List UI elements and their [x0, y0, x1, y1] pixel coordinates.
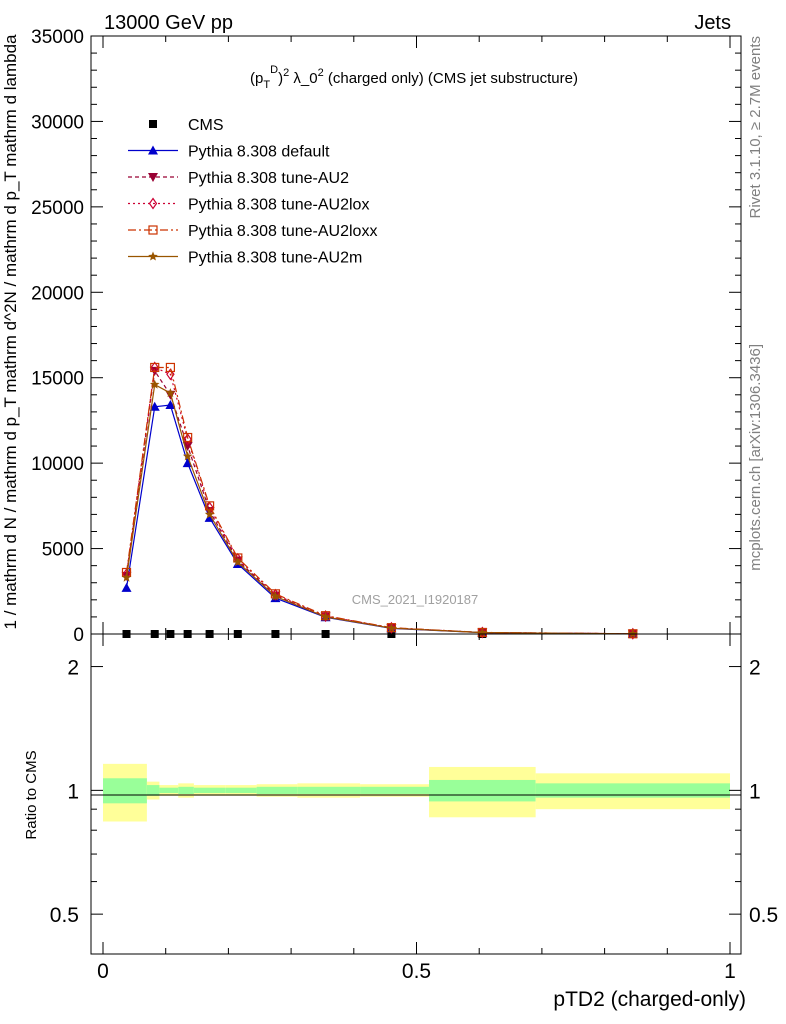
legend-marker [148, 197, 158, 210]
series-point-4 [165, 362, 176, 373]
ratio-y-axis-label: Ratio to CMS [23, 750, 40, 839]
main-y-tick-label: 25000 [31, 198, 84, 219]
ratio-stat-band [225, 787, 257, 794]
series-point-5 [320, 611, 331, 621]
series-point-3 [183, 433, 192, 446]
ratio-stat-band [429, 779, 536, 802]
ratio-y-tick-label-right: 1 [749, 780, 761, 803]
legend-marker [149, 120, 157, 128]
legend-marker [148, 251, 158, 261]
series-point-5 [270, 591, 281, 601]
ratio-ticks: 0.5 0.5 1 1 2 2 0 0.5 1 [50, 634, 778, 983]
legend-label: Pythia 8.308 tune-AU2lox [188, 197, 369, 214]
plot-title: (pTD)2 λ_02 (charged only) (CMS jet subs… [250, 64, 578, 91]
main-y-tick-label: 20000 [31, 283, 84, 304]
ratio-panel-frame [90, 633, 742, 955]
ratio-stat-band [159, 787, 179, 794]
ratio-stat-band [535, 783, 730, 798]
header-left: 13000 GeV pp [104, 12, 233, 34]
series-point-4 [183, 432, 193, 443]
ratio-panel: 0.5 0.5 1 1 2 2 0 0.5 1 Ratio to CMS pTD2 (charg… [23, 633, 778, 1011]
legend-label: Pythia 8.308 tune-AU2loxx [188, 223, 377, 240]
ratio-y-tick-label: 2 [67, 657, 79, 680]
main-y-tick-label: 5000 [42, 540, 84, 561]
ratio-stat-band [103, 778, 147, 804]
x-tick-label: 0 [97, 960, 109, 983]
series-point-4 [150, 362, 160, 373]
legend: CMS Pythia 8.308 default Pythia 8.308 tune… [128, 117, 377, 267]
ratio-y-tick-label-right: 2 [749, 657, 761, 680]
ratio-stat-band [297, 786, 361, 794]
legend-marker [148, 145, 158, 155]
legend-label: Pythia 8.308 tune-AU2 [188, 170, 349, 187]
x-axis-label: pTD2 (charged-only) [553, 988, 746, 1011]
series-point-5 [165, 388, 176, 398]
header-right: Jets [694, 12, 731, 34]
legend-label: CMS [188, 117, 224, 134]
ratio-uncertainty-bands [103, 763, 730, 822]
legend-marker [148, 225, 158, 235]
watermark: CMS_2021_I1920187 [352, 592, 479, 607]
main-y-axis-label: 1 / mathrm d N / mathrm d p_T mathrm d^2… [1, 34, 20, 630]
series-point-1 [121, 582, 132, 592]
ratio-stat-band [256, 786, 298, 794]
legend-label: Pythia 8.308 tune-AU2m [188, 250, 362, 267]
x-tick-label: 1 [724, 960, 736, 983]
series-point-3 [387, 621, 396, 634]
ratio-stat-band [178, 786, 194, 794]
main-panel: CMS_2021_I1920187 0 5000 10000 15000 20000 25… [1, 27, 742, 646]
ratio-stat-band [146, 785, 160, 796]
series-point-3 [478, 626, 487, 639]
series-point-5 [233, 557, 243, 567]
series-point-3 [150, 361, 159, 374]
main-y-ticks: 0 5000 10000 15000 20000 25000 30000 35000 [31, 27, 741, 646]
series-point-5 [182, 451, 193, 461]
mcplots-label: mcplots.cern.ch [arXiv:1306.3436] [747, 344, 764, 571]
series-point-5 [121, 572, 132, 582]
ratio-stat-band [360, 786, 430, 794]
series-point-1 [149, 401, 160, 411]
legend-marker [148, 173, 158, 182]
series-point-5 [204, 509, 215, 519]
ratio-y-tick-label-right: 0.5 [749, 904, 778, 927]
series-point-3 [271, 588, 280, 601]
main-y-tick-label: 0 [73, 625, 84, 646]
ratio-y-tick-label: 1 [67, 780, 79, 803]
series-point-1 [182, 458, 193, 468]
main-y-tick-label: 35000 [31, 27, 84, 48]
ratio-stat-band [193, 787, 226, 794]
series-point-2 [182, 442, 193, 452]
main-y-tick-label: 10000 [31, 454, 84, 475]
series-point-3 [166, 368, 175, 381]
main-y-tick-label: 15000 [31, 369, 84, 390]
series-point-1 [165, 400, 176, 410]
ratio-y-tick-label: 0.5 [50, 904, 79, 927]
rivet-version-label: Rivet 3.1.10, ≥ 2.7M events [747, 36, 764, 219]
legend-label: Pythia 8.308 default [188, 144, 330, 161]
series-point-5 [150, 379, 160, 389]
series-point-5 [386, 623, 397, 633]
series-point-5 [628, 628, 638, 638]
main-y-tick-label: 30000 [31, 112, 84, 133]
x-tick-label: 0.5 [402, 960, 431, 983]
